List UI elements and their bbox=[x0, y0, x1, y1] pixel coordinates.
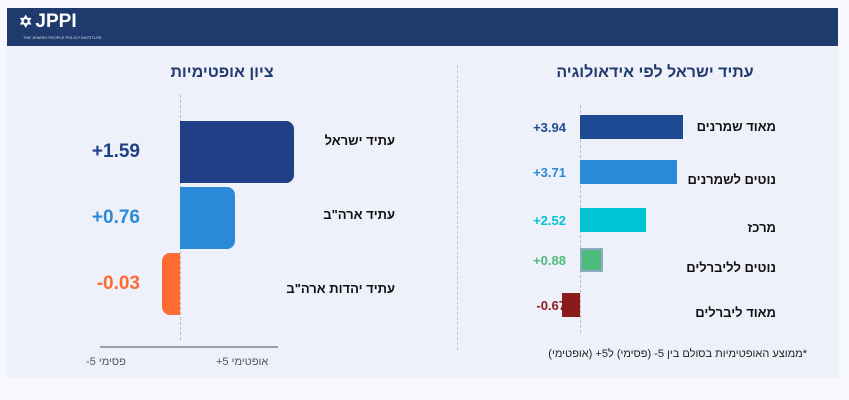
value-label: +3.71 bbox=[533, 165, 566, 180]
bar bbox=[580, 160, 678, 184]
footnote: *ממוצע האופטימיות בסולם בין 5- (פסימי) ל… bbox=[548, 348, 807, 360]
star-of-david-icon: ✡ bbox=[19, 14, 33, 31]
header-bar: ✡ JPPI THE JEWISH PEOPLE POLICY INSTITUT… bbox=[7, 8, 838, 46]
bar bbox=[162, 253, 180, 315]
jppi-logo: ✡ JPPI THE JEWISH PEOPLE POLICY INSTITUT… bbox=[19, 11, 102, 40]
value-label: -0.03 bbox=[96, 273, 140, 294]
bar bbox=[562, 293, 580, 317]
left-axis-line bbox=[100, 346, 278, 348]
value-label: +1.59 bbox=[91, 141, 140, 162]
category-label: נוטים לליברלים bbox=[686, 260, 776, 275]
value-label: -0.67 bbox=[536, 298, 566, 313]
category-label: מאוד שמרנים bbox=[696, 119, 776, 134]
axis-max-label: +5 אופטימי bbox=[216, 356, 269, 368]
category-label: עתיד יהדות ארה"ב bbox=[286, 281, 395, 296]
bar bbox=[580, 208, 647, 232]
value-label: +2.52 bbox=[533, 213, 566, 228]
bar bbox=[180, 121, 295, 183]
bar bbox=[580, 248, 604, 272]
bar bbox=[580, 115, 684, 139]
left-chart-title: ציון אופטימיות bbox=[170, 64, 274, 81]
right-chart-title: עתיד ישראל לפי אידאולוגיה bbox=[556, 64, 754, 81]
chart-panel bbox=[7, 46, 838, 378]
axis-min-label: -5 פסימי bbox=[86, 356, 126, 368]
category-label: מאוד ליברלים bbox=[695, 305, 776, 320]
category-label: עתיד ישראל bbox=[324, 133, 395, 148]
value-label: +0.88 bbox=[533, 253, 566, 268]
value-label: +0.76 bbox=[91, 207, 140, 228]
category-label: עתיד ארה"ב bbox=[323, 207, 395, 222]
category-label: מרכז bbox=[747, 220, 776, 235]
category-label: נוטים לשמרנים bbox=[687, 172, 776, 187]
value-label: +3.94 bbox=[533, 120, 566, 135]
bar bbox=[180, 187, 235, 249]
panel-divider bbox=[457, 65, 458, 350]
